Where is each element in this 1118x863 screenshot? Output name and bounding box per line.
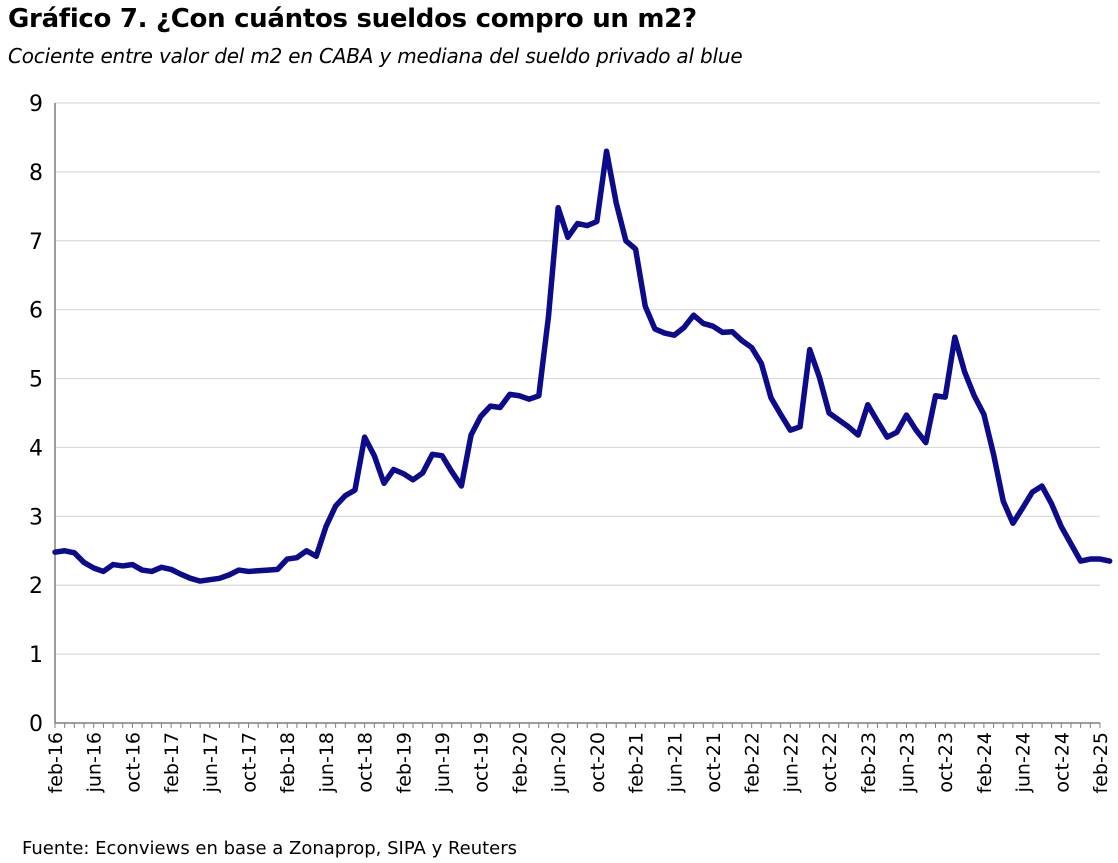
x-tick-label: oct-24 [1051, 732, 1073, 793]
x-tick-label: oct-16 [122, 732, 144, 793]
x-tick-label: jun-17 [200, 732, 222, 793]
x-tick-label: feb-23 [858, 732, 880, 793]
x-tick-label: feb-18 [277, 732, 299, 793]
series-line [52, 148, 1113, 584]
x-tick-label: feb-22 [742, 732, 764, 793]
x-tick-label: feb-25 [1090, 732, 1112, 793]
y-tick-label: 2 [29, 574, 43, 599]
x-tick-label: jun-21 [664, 732, 686, 793]
x-tick-label: jun-20 [548, 732, 570, 793]
y-tick-label: 9 [29, 92, 43, 117]
y-tick-label: 6 [29, 299, 43, 324]
y-tick-label: 5 [29, 368, 43, 393]
source-note: Fuente: Econviews en base a Zonaprop, SI… [22, 838, 518, 859]
series-layer [52, 148, 1113, 584]
x-tick-label: oct-21 [703, 732, 725, 793]
x-tick-label: oct-17 [239, 732, 261, 793]
x-tick-label: jun-19 [432, 732, 454, 793]
x-tick-label: jun-24 [1013, 732, 1035, 793]
y-tick-label: 3 [29, 505, 43, 530]
x-tick-label: jun-23 [896, 732, 918, 793]
y-tick-label: 7 [29, 230, 43, 255]
x-tick-label: oct-20 [587, 732, 609, 793]
x-tick-label: feb-16 [45, 732, 67, 793]
x-tick-labels: feb-16 jun-16 oct-16 feb-17 jun-17 oct-17 feb-… [45, 732, 1112, 793]
x-tick-label: oct-18 [355, 732, 377, 793]
x-tick-label: feb-17 [161, 732, 183, 793]
y-tick-label: 8 [29, 161, 43, 186]
x-tick-label: feb-24 [974, 732, 996, 793]
y-tick-label: 1 [29, 643, 43, 668]
x-tick-label: feb-19 [393, 732, 415, 793]
chart-subtitle: Cociente entre valor del m2 en CABA y me… [8, 44, 743, 68]
x-tick-label: jun-16 [84, 732, 106, 793]
x-tick-label: oct-22 [819, 732, 841, 793]
grid [55, 102, 1100, 655]
x-tick-label: feb-20 [509, 732, 531, 793]
line-chart: 0 1 2 3 4 5 6 7 8 9 feb-16 jun-16 oct-16 feb-17 jun-1… [29, 92, 1113, 793]
chart-title: Gráfico 7. ¿Con cuántos sueldos compro u… [8, 4, 697, 34]
y-tick-labels: 0 1 2 3 4 5 6 7 8 9 [29, 92, 43, 737]
x-tick-label: oct-23 [935, 732, 957, 793]
x-tick-label: jun-22 [780, 732, 802, 793]
x-tick-label: feb-21 [626, 732, 648, 793]
y-tick-label: 0 [29, 712, 43, 737]
axes [54, 103, 1101, 728]
x-tick-label: jun-18 [316, 732, 338, 793]
x-tick-label: oct-19 [471, 732, 493, 793]
y-tick-label: 4 [29, 436, 43, 461]
